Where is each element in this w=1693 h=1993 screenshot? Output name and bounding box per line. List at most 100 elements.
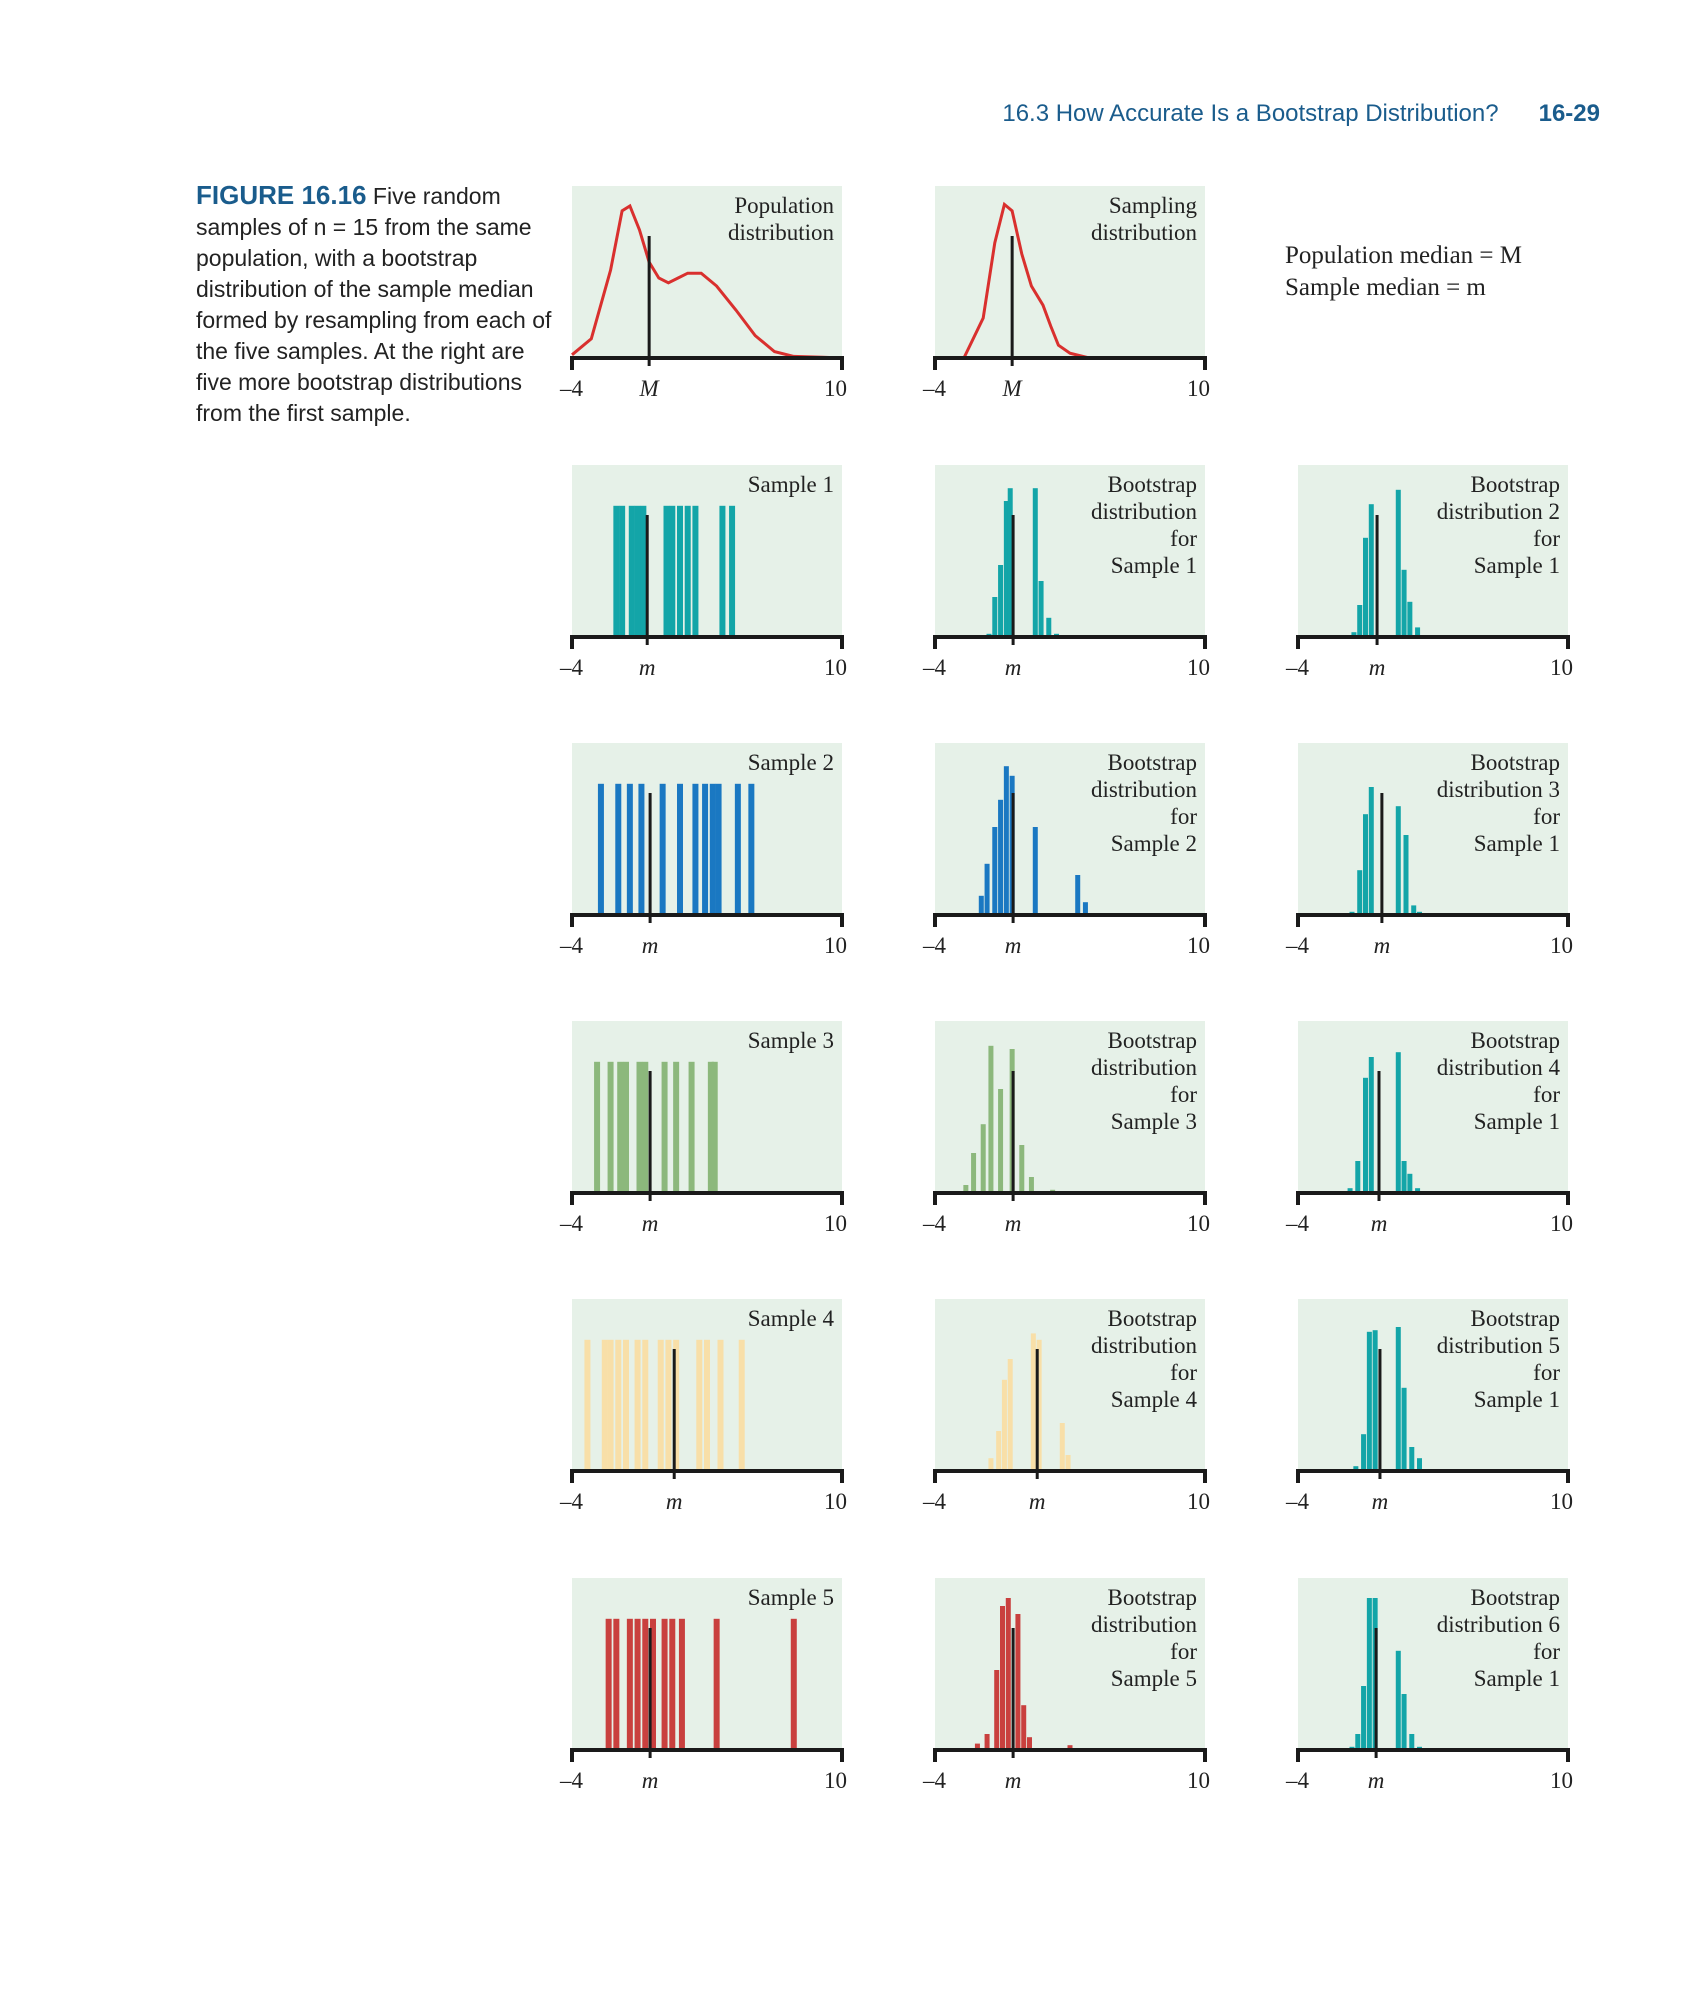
bootstrap-histogram-bar [1395,1052,1401,1193]
chart-panel-b3s1: Bootstrap distribution 3 for Sample 1 –4 m… [1286,743,1588,963]
panel-title: Sampling distribution [1090,193,1197,245]
bootstrap-histogram-bar [1395,1650,1401,1750]
panel-background [1298,1578,1568,1750]
bootstrap-histogram-bar [1395,1327,1401,1471]
page-number: 16-29 [1538,100,1600,127]
sample-observation-bar [628,505,635,637]
chart-svg-b2s1 [1296,465,1570,649]
x-tick-label: –4 [560,1768,583,1793]
sample-observation-bar [673,1061,680,1193]
x-tick-label: 10 [1187,933,1210,958]
bootstrap-histogram-bar [1075,875,1081,915]
bootstrap-histogram-bar [1401,569,1407,637]
chart-panel-s1: Sample 1 –4 m 10 [560,465,862,685]
panel-background [572,1021,842,1193]
chart-panel-b5s1: Bootstrap distribution 5 for Sample 1 –4 m… [1286,1299,1588,1519]
bootstrap-histogram-bar [1368,504,1374,637]
sample-observation-bar [669,1618,676,1750]
sample-observation-bar [711,1061,718,1193]
sample-observation-bar [642,1339,649,1471]
x-tick-label: –4 [1286,1489,1309,1514]
sample-observation-bar [597,783,604,915]
caption-text: Five random samples of n = 15 from the s… [196,183,552,426]
bootstrap-histogram-bar [1028,1177,1034,1193]
sample-observation-bar [669,505,676,637]
panel-background [935,465,1205,637]
bootstrap-histogram-bar [1415,1188,1421,1193]
bootstrap-histogram-bar [1003,766,1009,915]
panel-title: Bootstrap distribution for Sample 2 [1090,750,1197,856]
bootstrap-histogram-bar [1409,1734,1415,1750]
sample-observation-bar [607,1339,614,1471]
x-tick-label: m [665,1489,683,1514]
sample-observation-bar [665,1339,672,1471]
bootstrap-histogram-bar [1361,1434,1367,1471]
bootstrap-histogram-bar [1407,1173,1413,1193]
bootstrap-histogram-bar [1036,1339,1042,1471]
bootstrap-histogram-bar [1363,814,1368,915]
bootstrap-histogram-bar [998,1089,1004,1193]
x-tick-label: –4 [923,376,946,401]
sample-observation-bar [707,1061,714,1193]
sample-observation-bar [615,783,622,915]
x-tick-label: 10 [1550,1211,1573,1236]
sample-observation-bar [661,1061,668,1193]
sample-observation-bar [709,783,716,915]
bootstrap-histogram-bar [988,1045,994,1193]
bootstrap-histogram-bar [984,863,990,915]
chart-panel-b4: Bootstrap distribution for Sample 4 –4 m 10 [923,1299,1225,1519]
sample-observation-bar [663,505,670,637]
sample-observation-bar [613,1618,620,1750]
bootstrap-histogram-bar [996,1431,1002,1471]
panel-title: Sample 3 [747,1028,834,1053]
bootstrap-histogram-bar [1001,1379,1007,1471]
x-tick-label: –4 [923,1211,946,1236]
bootstrap-histogram-bar [1003,501,1009,637]
bootstrap-histogram-bar [1366,1598,1372,1750]
x-tick-label: –4 [923,1768,946,1793]
sample-observation-bar [619,505,626,637]
x-tick-label: 10 [824,376,847,401]
panel-background [935,1299,1205,1471]
sample-observation-bar [601,1339,608,1471]
sample-observation-bar [790,1618,797,1750]
sample-observation-bar [719,505,726,637]
x-tick-label: 10 [824,1489,847,1514]
panel-title: Sample 5 [747,1585,834,1610]
chart-svg-b1 [933,465,1207,649]
bootstrap-histogram-bar [1363,537,1368,637]
sample-observation-bar [607,1061,614,1193]
panel-background [1298,465,1568,637]
x-tick-label: m [641,1768,659,1793]
bootstrap-histogram-bar [1046,617,1052,637]
panel-title: Sample 1 [747,472,834,497]
bootstrap-histogram-bar [1395,806,1401,915]
chart-svg-s3 [570,1021,844,1205]
figure-caption: FIGURE 16.16 Five random samples of n = … [196,180,556,429]
running-head: 16.3 How Accurate Is a Bootstrap Distrib… [900,100,1600,128]
panel-background [1298,743,1568,915]
sample-observation-bar [638,783,645,915]
bootstrap-histogram-bar [1372,1330,1378,1471]
sample-observation-bar [715,783,722,915]
panel-background [935,1578,1205,1750]
chart-svg-b3s1 [1296,743,1570,927]
bootstrap-histogram-bar [1032,488,1038,637]
x-tick-label: m [1004,655,1022,680]
x-tick-label: 10 [1187,655,1210,680]
chart-svg-s5 [570,1578,844,1762]
population-median-note: Population median = M [1285,242,1522,269]
x-tick-label: –4 [923,1489,946,1514]
x-tick-label: 10 [1187,1211,1210,1236]
x-tick-label: –4 [1286,1211,1309,1236]
panel-title: Bootstrap distribution 5 for Sample 1 [1436,1306,1560,1412]
bootstrap-histogram-bar [1065,1455,1071,1471]
x-tick-label: 10 [1187,376,1210,401]
x-tick-label: –4 [560,655,583,680]
bootstrap-histogram-bar [1403,835,1409,915]
x-tick-label: 10 [824,655,847,680]
figure-label: FIGURE 16.16 [196,180,367,210]
bootstrap-histogram-bar [1015,1614,1021,1750]
sample-observation-bar [636,1061,643,1193]
bootstrap-histogram-bar [1368,1057,1374,1193]
